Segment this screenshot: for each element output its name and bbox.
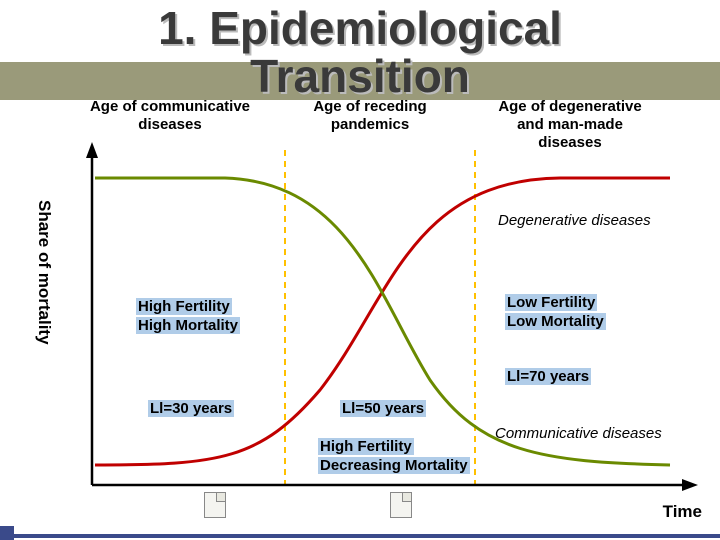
annot-low-fert-low-mort: Low Fertility Low Mortality xyxy=(505,294,606,332)
y-axis-label: Share of mortality xyxy=(34,200,54,345)
x-axis-arrow-icon xyxy=(682,479,698,491)
annot-communicative-diseases: Communicative diseases xyxy=(495,425,662,442)
annot-high-fert-high-mort: High Fertility High Mortality xyxy=(136,298,240,336)
annot-degenerative-diseases: Degenerative diseases xyxy=(498,212,651,229)
document-icon xyxy=(390,492,412,518)
y-axis-arrow-icon xyxy=(86,142,98,158)
annot-ll30: Ll=30 years xyxy=(148,400,234,419)
document-icon xyxy=(204,492,226,518)
annot-ll50: Ll=50 years xyxy=(340,400,426,419)
x-axis-label: Time xyxy=(663,502,702,522)
annot-high-fert-decr-mort: High Fertility Decreasing Mortality xyxy=(318,438,470,476)
annot-ll70: Ll=70 years xyxy=(505,368,591,387)
